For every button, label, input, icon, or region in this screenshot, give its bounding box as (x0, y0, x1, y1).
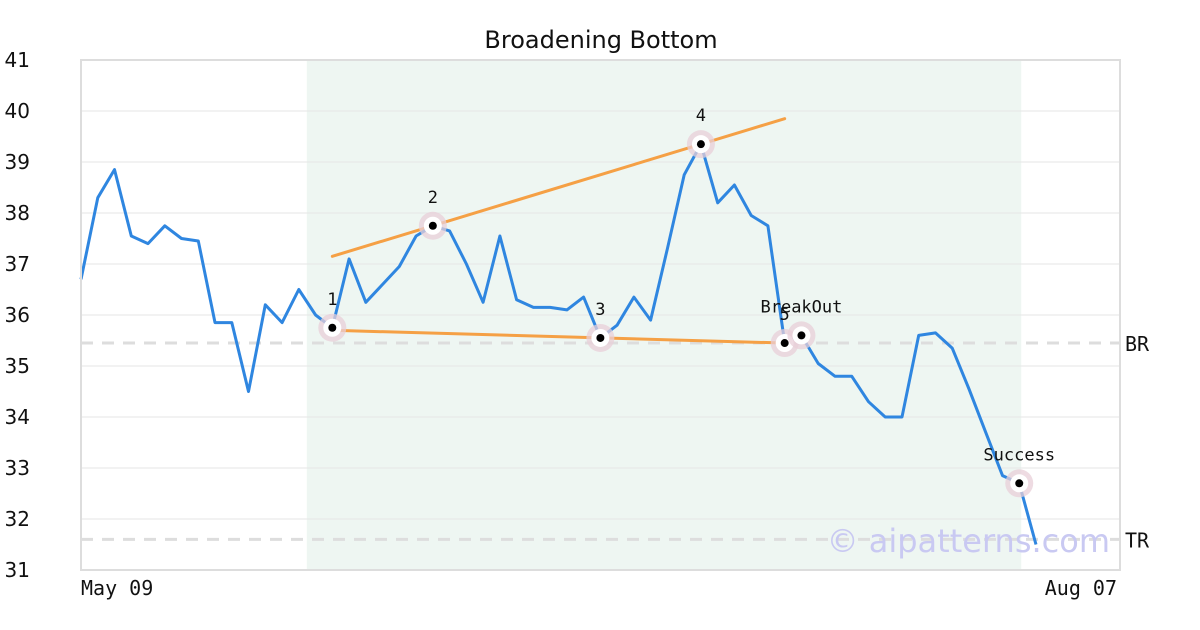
marker-label-3: 3 (595, 300, 605, 320)
marker-dot-1 (328, 323, 337, 332)
marker-label-success: Success (983, 445, 1055, 465)
x-tick-label: Aug 07 (1045, 576, 1117, 600)
y-tick-label: 33 (5, 456, 30, 480)
series-layer (79, 142, 1038, 545)
marker-dot-2 (428, 221, 437, 230)
watermark: © aipatterns.com (827, 522, 1110, 560)
plot-frame (80, 59, 1121, 571)
marker-dot-breakout (797, 331, 806, 340)
x-tick-label: May 09 (81, 576, 153, 600)
marker-dot-5 (780, 339, 789, 348)
marker-label-2: 2 (428, 188, 438, 208)
marker-label-breakout: BreakOut (760, 297, 842, 317)
chart-title: Broadening Bottom (484, 26, 717, 54)
price-line (79, 142, 1038, 545)
y-tick-label: 32 (5, 507, 30, 531)
y-tick-label: 35 (5, 354, 30, 378)
lower-trend-line (330, 328, 787, 345)
y-tick-label: 41 (5, 48, 30, 72)
marker-dot-3 (596, 333, 605, 342)
y-tick-label: 36 (5, 303, 30, 327)
y-tick-label: 38 (5, 201, 30, 225)
marker-dot-4 (696, 140, 705, 149)
y-tick-label: 40 (5, 99, 30, 123)
marker-dot-success (1015, 479, 1024, 488)
y-tick-label: 39 (5, 150, 30, 174)
y-tick-label: 37 (5, 252, 30, 276)
y-tick-label: 34 (5, 405, 30, 429)
marker-label-1: 1 (327, 290, 337, 310)
level-label-tr: TR (1125, 528, 1150, 552)
grid-layer (81, 110, 1120, 520)
marker-label-5: 5 (780, 305, 790, 325)
level-label-br: BR (1125, 332, 1150, 356)
y-tick-label: 31 (5, 558, 30, 582)
marker-label-4: 4 (696, 106, 706, 126)
